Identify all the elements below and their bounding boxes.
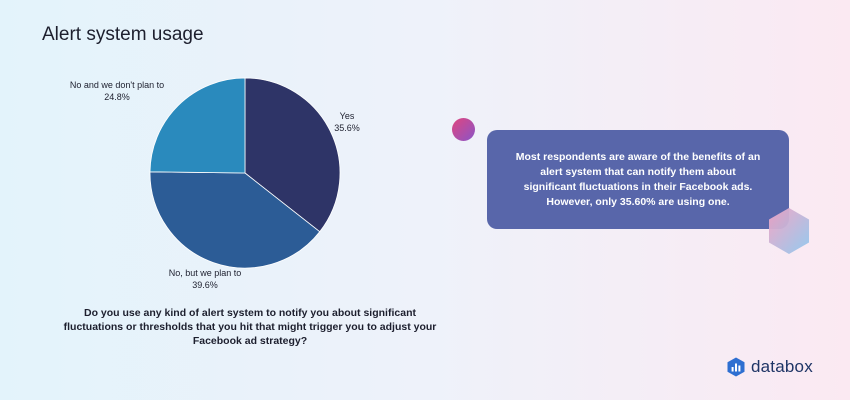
survey-question: Do you use any kind of alert system to n… bbox=[63, 307, 437, 347]
decorative-hexagon-icon bbox=[769, 208, 809, 254]
pie-slice-no-dont-plan bbox=[149, 77, 246, 174]
insight-callout: Most respondents are aware of the benefi… bbox=[487, 130, 789, 229]
brand-name: databox bbox=[751, 357, 813, 376]
pie-slice-yes-value: 35.6% bbox=[334, 123, 360, 133]
chart-title: Alert system usage bbox=[42, 24, 204, 45]
decorative-circle-icon bbox=[452, 118, 475, 141]
pie-slice-no-dont-plan-value: 24.8% bbox=[104, 92, 130, 102]
pie-slice-yes-label: Yes bbox=[340, 111, 355, 121]
pie-slice-no-but-plan-value: 39.6% bbox=[192, 280, 218, 290]
databox-logo-icon bbox=[727, 357, 745, 377]
pie-slice-no-dont-plan-label: No and we don't plan to bbox=[70, 80, 164, 90]
brand-logo: databox bbox=[727, 357, 813, 377]
callout-text: Most respondents are aware of the benefi… bbox=[515, 150, 761, 208]
pie-slice-yes bbox=[244, 77, 341, 233]
pie-slice-no-but-plan bbox=[149, 171, 321, 269]
pie-slice-no-but-plan-label: No, but we plan to bbox=[169, 268, 242, 278]
